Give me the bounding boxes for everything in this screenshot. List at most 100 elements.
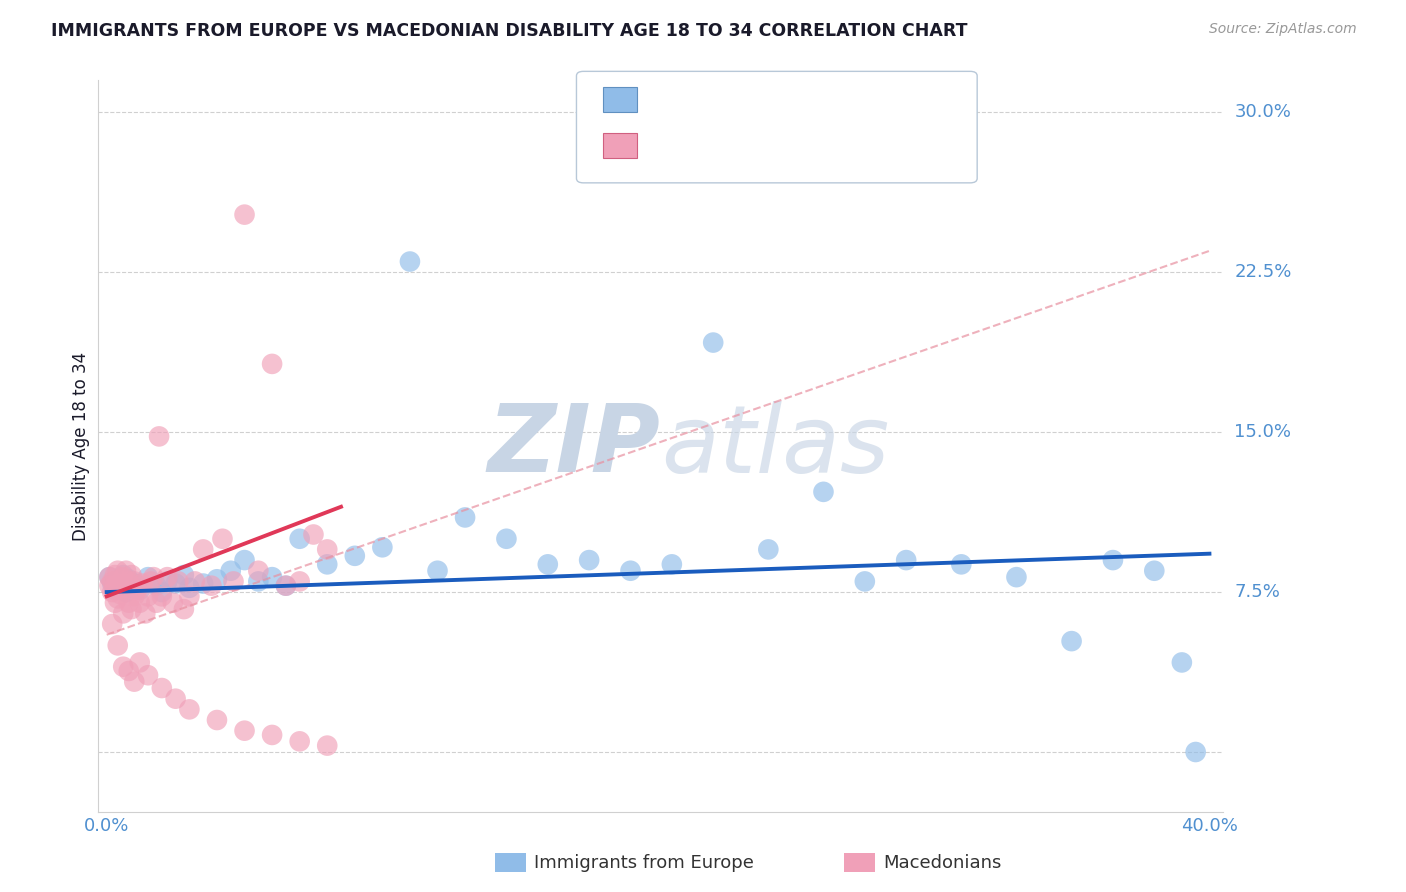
Point [262,357,284,371]
Point [316,558,339,572]
Text: ZIP: ZIP [488,400,661,492]
Point [813,484,835,499]
Text: 7.5%: 7.5% [1234,583,1279,601]
Point [179,702,201,716]
Point [122,576,145,591]
Point [148,429,170,443]
Point [274,579,297,593]
Point [104,582,127,597]
Point [756,542,779,557]
Point [118,664,141,678]
Point [112,568,135,582]
Text: 15.0%: 15.0% [1234,423,1291,442]
Point [98,570,121,584]
Point [1060,634,1083,648]
Text: R = 0.226    N = 63: R = 0.226 N = 63 [651,135,842,154]
Point [274,579,297,593]
Point [107,574,129,589]
Point [288,734,311,748]
Point [110,587,132,601]
Text: Source: ZipAtlas.com: Source: ZipAtlas.com [1209,22,1357,37]
Point [426,564,449,578]
Point [1102,553,1125,567]
Point [262,570,284,584]
Point [233,553,256,567]
Point [205,572,228,586]
Point [162,596,184,610]
Point [495,532,517,546]
Point [104,596,127,610]
Point [165,691,187,706]
Point [343,549,366,563]
Text: 30.0%: 30.0% [1234,103,1291,121]
Point [1171,656,1194,670]
Point [145,579,167,593]
Point [110,579,132,593]
Point [131,576,153,591]
Point [125,582,148,597]
Point [98,570,121,584]
Point [139,574,162,589]
Point [200,579,222,593]
Point [702,335,724,350]
Point [619,564,641,578]
Point [118,574,141,589]
Point [101,617,124,632]
Text: R = 0.079    N = 49: R = 0.079 N = 49 [651,88,842,108]
Point [104,568,127,582]
Point [107,591,129,606]
Point [134,607,156,621]
Point [150,585,173,599]
Point [145,596,167,610]
Point [98,579,121,593]
Point [222,574,245,589]
Point [150,590,173,604]
Point [128,596,150,610]
Point [1005,570,1028,584]
Point [122,590,145,604]
Text: atlas: atlas [661,401,889,491]
Point [142,570,165,584]
Point [316,739,339,753]
Point [247,564,270,578]
Point [115,564,138,578]
Point [121,581,143,595]
Point [136,590,159,604]
Point [107,639,129,653]
Point [193,542,215,557]
Point [371,541,394,555]
Point [112,659,135,673]
Point [1143,564,1166,578]
Point [179,590,201,604]
Point [110,576,132,591]
Text: Immigrants from Europe: Immigrants from Europe [534,854,754,871]
Point [184,574,207,589]
Point [454,510,477,524]
Point [316,542,339,557]
Text: 22.5%: 22.5% [1234,263,1292,281]
Point [165,576,187,591]
Y-axis label: Disability Age 18 to 34: Disability Age 18 to 34 [72,351,90,541]
Point [193,576,215,591]
Point [302,527,325,541]
Point [950,558,973,572]
Point [179,581,201,595]
Point [399,254,422,268]
Point [173,568,195,582]
Point [288,574,311,589]
Point [121,602,143,616]
Point [247,574,270,589]
Point [896,553,918,567]
Point [233,208,256,222]
Point [115,585,138,599]
Point [578,553,600,567]
Point [107,564,129,578]
Point [205,713,228,727]
Point [112,570,135,584]
Point [150,681,173,695]
Point [211,532,233,546]
Text: Macedonians: Macedonians [883,854,1001,871]
Point [122,574,145,589]
Point [136,668,159,682]
Point [101,576,124,591]
